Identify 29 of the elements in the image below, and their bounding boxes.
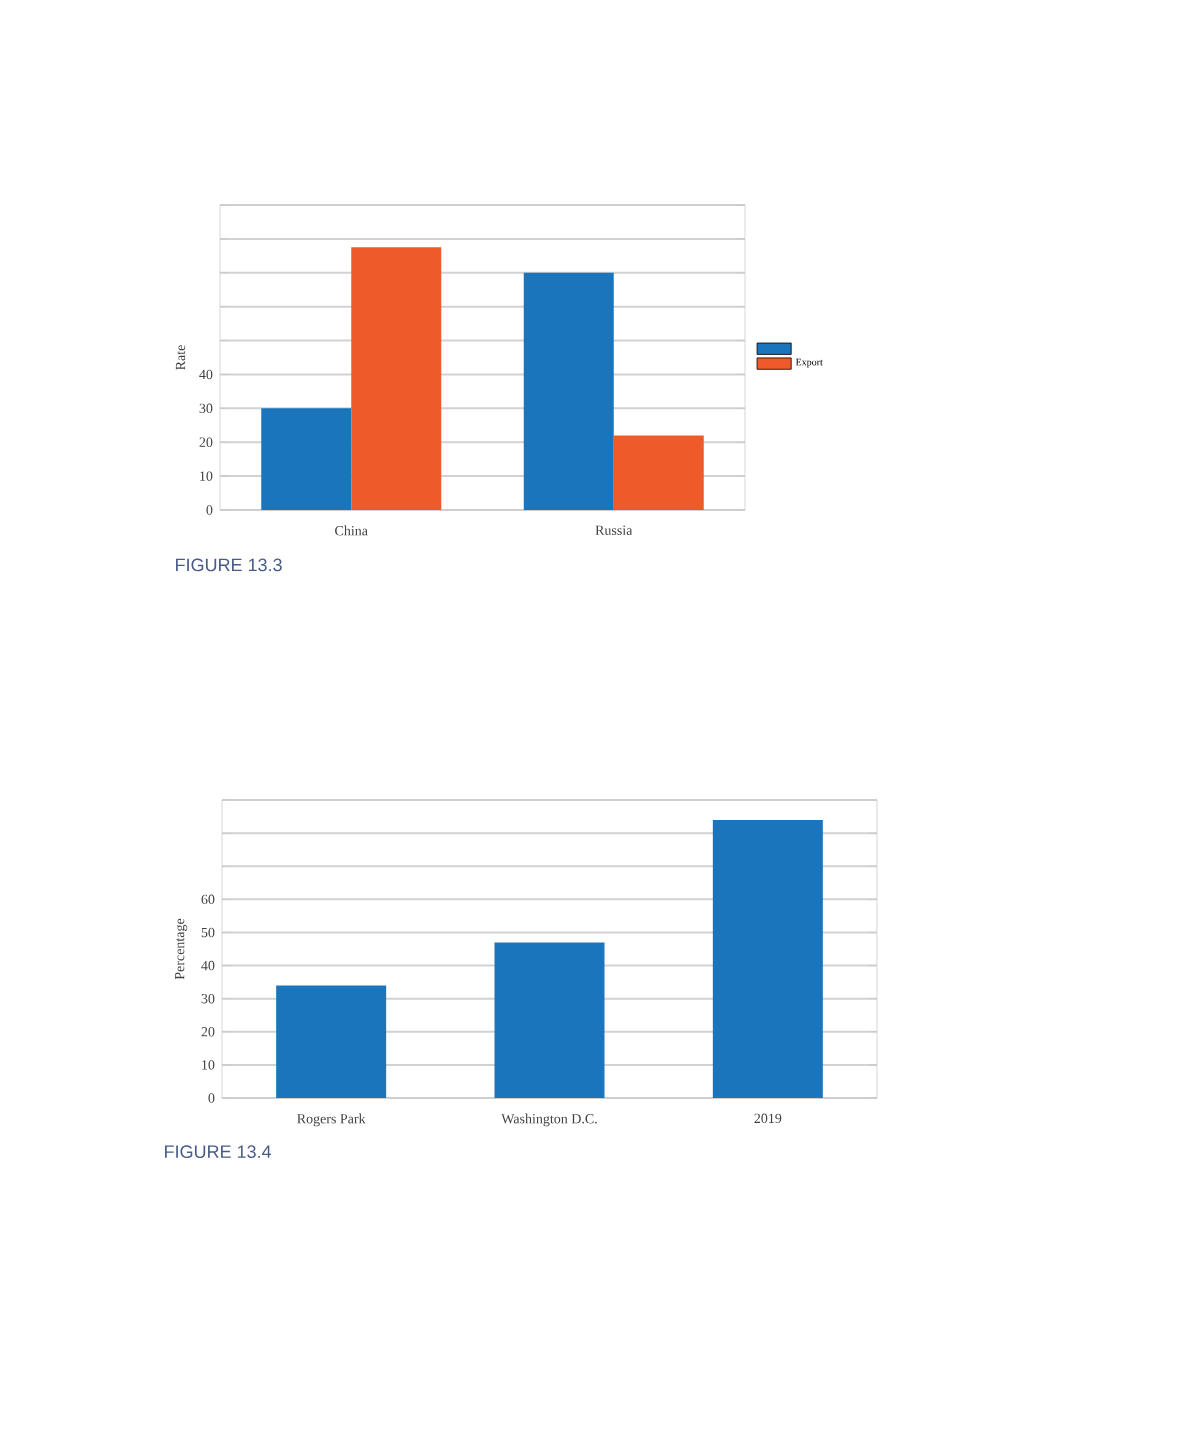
caption: FIGURE 13.4 [165,1145,272,1159]
bar [523,272,614,510]
bar [276,985,387,1098]
caption: FIGURE 13.3 [176,558,282,572]
x-tick-label: Rogers Park [297,1113,366,1127]
y-tick-label: 40 [199,369,213,380]
y-tick-label: 10 [202,1060,215,1070]
bar [494,942,605,1098]
bar [712,819,823,1098]
y-tick-label: 50 [201,927,215,938]
bar [351,247,442,510]
y-axis-title: Rate [175,345,186,370]
x-tick-label: Washington D.C. [501,1113,597,1127]
x-tick-label: 2019 [754,1113,782,1124]
bar [261,408,352,510]
y-tick-label: 30 [201,993,215,1004]
y-tick-label: 20 [201,1027,215,1037]
legend-label: Export [795,358,823,368]
y-tick-label: 60 [201,894,215,905]
x-tick-label: China [335,525,368,536]
y-tick-label: 0 [208,1093,215,1103]
y-tick-label: 10 [200,471,213,481]
y-tick-label: 40 [201,960,215,971]
y-axis-title: Percentage [175,918,188,980]
x-tick-label: Russia [595,525,633,535]
y-tick-label: 20 [199,437,213,447]
y-tick-label: 0 [206,505,213,515]
y-tick-label: 30 [199,403,213,414]
bar [613,435,704,510]
